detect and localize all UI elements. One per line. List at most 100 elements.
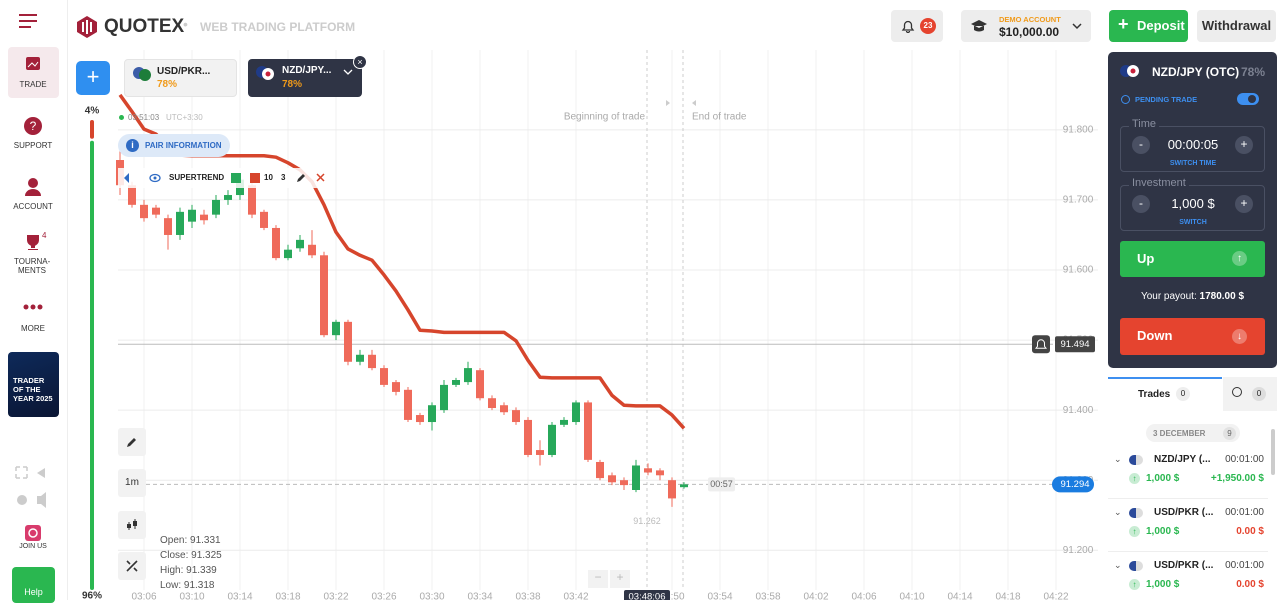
panel-pair: NZD/JPY (OTC) — [1152, 65, 1240, 79]
help-button[interactable]: Help — [12, 567, 55, 603]
menu-button[interactable] — [18, 13, 38, 29]
withdrawal-button[interactable]: Withdrawal — [1197, 10, 1276, 42]
pencil-icon — [127, 438, 136, 447]
candle-body — [464, 368, 472, 383]
scrollbar — [1271, 429, 1275, 475]
x-tick-label: 03:54 — [707, 592, 732, 600]
candle-body — [632, 465, 640, 490]
x-tick-label: 03:30 — [419, 592, 444, 600]
increase-time[interactable]: + — [1235, 136, 1253, 154]
trade-row[interactable]: ⌄ NZD/JPY (... 00:01:00 ↑ 1,000 $ +1,950.00 $ — [1108, 453, 1268, 499]
add-asset-button[interactable]: + — [76, 61, 110, 95]
date-count: 9 — [1223, 427, 1236, 440]
y-tick-label: 91.800 — [1063, 125, 1094, 136]
nav-label[interactable]: SUPPORT — [13, 141, 53, 150]
asset-payout: 78% — [157, 79, 178, 90]
trades-tab[interactable]: Trades — [1108, 377, 1222, 411]
decrease-investment[interactable]: - — [1132, 195, 1150, 213]
notifications-button[interactable]: 23 — [891, 10, 943, 42]
candle-body — [440, 384, 448, 411]
current-time: 03:48:06 — [629, 592, 666, 600]
trade-row[interactable]: ⌄ USD/PKR (... 00:01:00 ↑ 1,000 $ 0.00 $ — [1108, 559, 1268, 605]
account-switch[interactable]: DEMO ACCOUNT $10,000.00 — [961, 10, 1091, 42]
asset-tab-active[interactable]: NZD/JPY... 78% — [248, 59, 362, 97]
investment-field — [1120, 185, 1265, 231]
x-tick-label: 03:38 — [515, 592, 540, 600]
candle-body — [620, 480, 628, 486]
up-button[interactable]: Up — [1120, 241, 1265, 277]
close-tab[interactable]: × — [353, 55, 367, 69]
nav-label[interactable]: TOURNA-MENTS — [14, 257, 51, 275]
time-field — [1120, 126, 1265, 172]
trade-amount: 1,000 $ — [1146, 473, 1180, 484]
x-tick-label: 04:18 — [995, 592, 1020, 600]
nav-trade[interactable] — [8, 47, 59, 98]
info-icon: i — [126, 139, 139, 152]
clock-icon — [1121, 95, 1130, 104]
trade-profit: 0.00 $ — [1236, 579, 1264, 590]
history-icon — [1232, 387, 1242, 397]
nav-label[interactable]: MORE — [21, 324, 45, 333]
trade-duration: 00:01:00 — [1225, 454, 1264, 465]
candle-body — [608, 475, 616, 483]
nav-label[interactable]: ACCOUNT — [13, 202, 53, 211]
marker-arrow — [666, 100, 696, 106]
promo-banner[interactable]: TRADER OF THE YEAR 2025 — [8, 352, 59, 417]
time-label: Time — [1129, 118, 1160, 130]
candle-body — [392, 382, 400, 392]
ohlc-value: 91.318 — [183, 580, 215, 591]
join-label[interactable]: JOIN US — [19, 543, 47, 550]
indicators-button[interactable] — [118, 552, 146, 580]
indicator-period: 10 — [264, 173, 273, 182]
decrease-time[interactable]: - — [1132, 136, 1150, 154]
candle-body — [584, 402, 592, 460]
x-tick-label: 03:26 — [371, 592, 396, 600]
brand: QUOTEX — [104, 16, 185, 37]
candle-body — [452, 380, 460, 385]
trade-end-label: End of trade — [692, 112, 747, 123]
draw-tool[interactable] — [118, 428, 146, 456]
trade-profit: +1,950.00 $ — [1210, 473, 1264, 484]
timer-box — [708, 477, 735, 492]
y-tick-label: 91.600 — [1063, 265, 1094, 276]
trade-amount: 1,000 $ — [1146, 579, 1180, 590]
ohlc-value: 91.331 — [190, 535, 221, 546]
candle-body — [656, 470, 664, 476]
pair-info-button[interactable]: PAIR INFORMATION — [118, 134, 230, 157]
candle-body — [416, 415, 424, 423]
switch-currency[interactable]: SWITCH — [1179, 219, 1207, 226]
subtitle: WEB TRADING PLATFORM — [200, 20, 356, 34]
switch-time[interactable]: SWITCH TIME — [1169, 160, 1217, 167]
chart-type-button[interactable] — [118, 511, 146, 539]
timeframe-button[interactable]: 1m — [118, 469, 146, 497]
sentiment-label: 4% — [85, 106, 100, 117]
candle-body — [296, 239, 304, 249]
trades-count: 0 — [1176, 387, 1190, 401]
indicator-actions[interactable] — [296, 172, 326, 184]
flag-icon — [1120, 65, 1139, 77]
x-tick-label: 04:22 — [1043, 592, 1068, 600]
trade-row[interactable]: ⌄ USD/PKR (... 00:01:00 ↑ 1,000 $ 0.00 $ — [1108, 506, 1268, 552]
logo-icon — [77, 16, 97, 38]
flag-icon — [133, 67, 151, 81]
zoom-in[interactable]: + — [610, 570, 630, 588]
bell-icon — [901, 20, 915, 33]
up-icon: ↑ — [1129, 473, 1140, 484]
history-tab[interactable] — [1223, 377, 1277, 411]
pending-toggle[interactable] — [1237, 93, 1259, 105]
candle-body — [680, 484, 688, 488]
low-label: 91.262 — [633, 516, 661, 526]
deposit-button[interactable]: Deposit — [1109, 10, 1188, 42]
x-tick-label: 03:50 — [659, 592, 684, 600]
candle-body — [428, 405, 436, 423]
candle-body — [536, 450, 544, 455]
zoom-out[interactable]: − — [588, 570, 608, 588]
trades-panel: Trades 0 0 3 DECEMBER 9 ⌄ NZD/JPY (... 00:… — [1108, 377, 1283, 600]
up-icon: ↑ — [1129, 526, 1140, 537]
candle-body — [668, 480, 676, 499]
increase-investment[interactable]: + — [1235, 195, 1253, 213]
candle-body — [152, 207, 160, 215]
x-tick-label: 04:14 — [947, 592, 972, 600]
down-button[interactable]: Down — [1120, 318, 1265, 355]
asset-tab[interactable]: USD/PKR... 78% — [124, 59, 237, 97]
